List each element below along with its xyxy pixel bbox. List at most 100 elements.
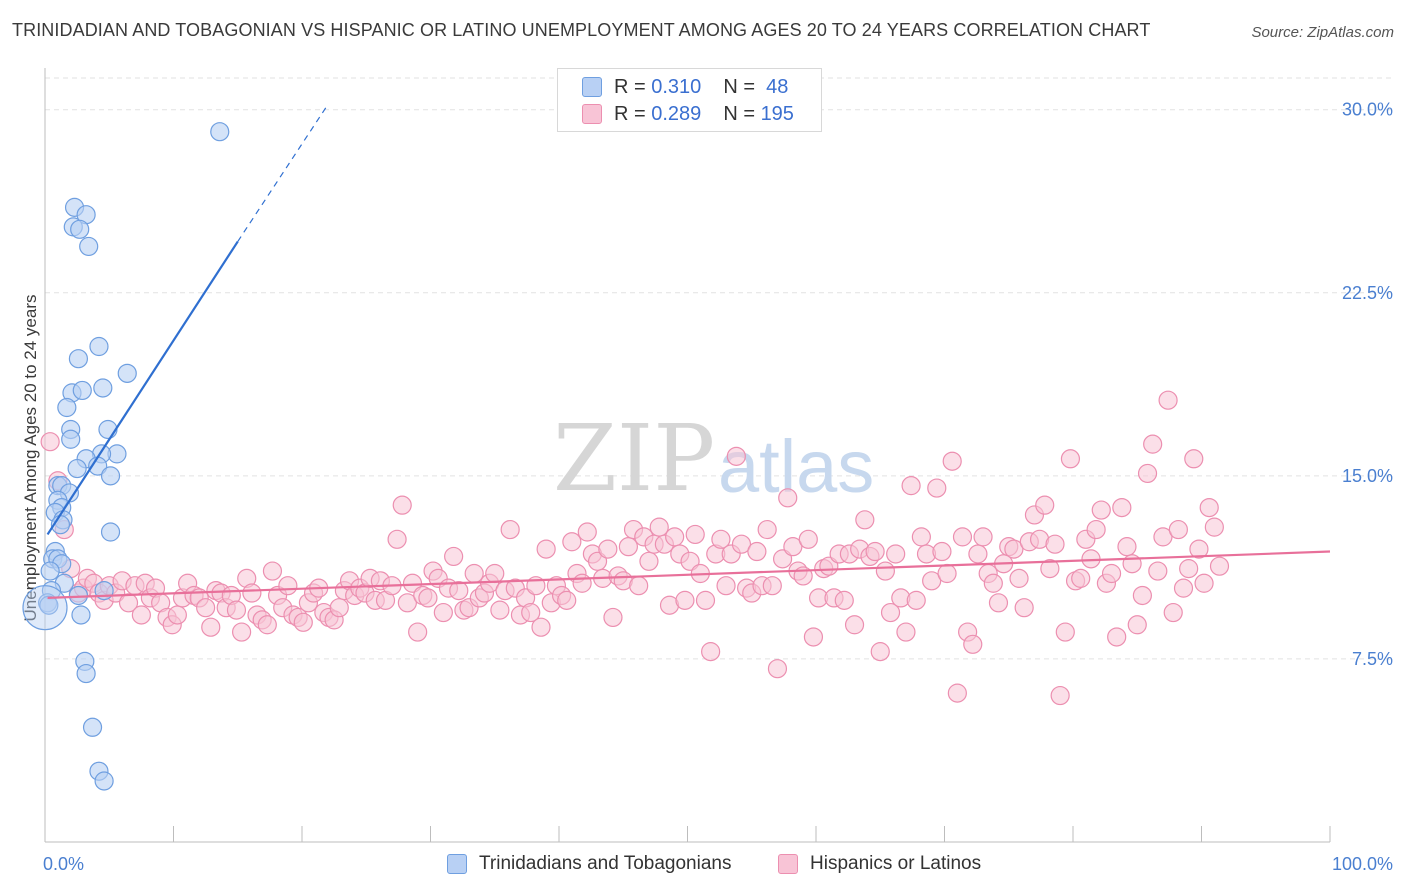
data-point-hispanics [433,602,453,623]
trend-line-trinidadians [46,240,239,536]
data-point-hispanics [521,602,541,623]
trend-line-hispanics [47,550,1331,600]
data-point-hispanics [196,598,216,618]
data-point-hispanics [387,529,407,549]
data-point-hispanics [1060,449,1081,469]
legend-row-hispanics: R = 0.289 N = 195 [582,102,794,126]
data-point-hispanics [201,617,221,637]
data-point-trinidadians [93,378,113,398]
data-point-trinidadians [22,585,68,631]
legend-r-value: 0.289 [651,102,702,125]
data-point-hispanics [1199,497,1219,518]
data-point-hispanics [1127,615,1147,635]
data-point-hispanics [783,537,803,557]
data-point-hispanics [968,544,988,564]
data-point-hispanics [262,561,283,581]
data-point-hispanics [232,622,252,642]
series-hispanics [40,390,1230,706]
data-point-hispanics [731,534,752,554]
data-point-trinidadians [117,363,137,383]
data-point-hispanics [1117,537,1137,557]
data-point-hispanics [695,590,716,610]
data-point-hispanics [485,563,505,584]
watermark-zip: ZIP [553,405,715,512]
data-point-hispanics [167,605,187,625]
data-point-hispanics [983,573,1003,593]
tick-labels: 7.5% 15.0% 22.5% 30.0% 0.0% 100.0% [43,100,1393,874]
x-tick-label: 100.0% [1332,854,1393,874]
data-point-hispanics [1158,390,1178,410]
data-point-trinidadians [72,380,92,401]
data-point-hispanics [870,642,890,662]
data-point-hispanics [1209,556,1230,576]
data-point-hispanics [392,495,412,515]
data-point-hispanics [1004,539,1024,559]
data-point-hispanics [947,683,967,703]
data-point-hispanics [639,551,659,571]
data-point-hispanics [402,573,423,593]
data-point-trinidadians [100,522,121,542]
trend-lines [46,104,1331,600]
data-point-hispanics [562,532,582,552]
data-point-hispanics [1189,539,1209,559]
data-point-hispanics [798,529,818,549]
trend-line-trinidadians-extension [237,104,329,242]
data-point-hispanics [932,541,952,562]
stats-legend: R = 0.310 N = 48 R = 0.289 N = 195 [557,68,822,132]
data-point-hispanics [536,539,556,559]
data-point-hispanics [685,524,705,545]
data-point-hispanics [408,622,428,642]
y-tick-label: 30.0% [1342,100,1393,120]
data-point-hispanics [844,615,865,635]
data-point-hispanics [803,627,824,647]
data-point-hispanics [937,563,957,584]
data-point-hispanics [603,607,623,628]
data-point-hispanics [1163,602,1183,623]
data-point-hispanics [865,541,885,562]
data-point-hispanics [901,476,921,496]
data-point-hispanics [963,634,983,654]
data-point-hispanics [1055,622,1075,642]
data-point-hispanics [1086,519,1106,540]
legend-item-hispanics: Hispanics or Latinos [778,852,981,876]
legend-label-hispanics: Hispanics or Latinos [810,853,982,874]
axes [44,68,1331,843]
data-point-hispanics [886,544,906,564]
data-point-hispanics [675,590,695,610]
chart-title: TRINIDADIAN AND TOBAGONIAN VS HISPANIC O… [12,20,1151,40]
data-point-hispanics [988,593,1009,613]
y-axis-label: Unemployment Among Ages 20 to 24 years [21,295,40,622]
data-point-hispanics [1132,585,1152,606]
legend-row-trinidadians: R = 0.310 N = 48 [582,75,788,99]
data-point-hispanics [875,561,895,581]
data-point-hispanics [747,541,767,562]
data-point-hispanics [557,590,577,610]
data-point-trinidadians [57,397,77,418]
data-point-hispanics [1101,563,1122,584]
data-point-trinidadians [40,561,60,581]
data-point-hispanics [1040,559,1060,579]
data-point-hispanics [1112,497,1132,518]
data-point-trinidadians [68,349,89,369]
data-point-trinidadians [70,219,90,239]
data-point-hispanics [757,519,777,540]
legend-r-label: R = [614,102,646,125]
data-point-hispanics [444,546,464,567]
data-point-hispanics [1014,598,1034,618]
data-point-hispanics [726,446,746,466]
series-trinidadians [22,122,230,791]
data-point-hispanics [952,527,973,547]
data-point-hispanics [911,527,931,547]
data-point-hispanics [922,571,942,591]
y-tick-label: 22.5% [1342,283,1393,303]
data-point-hispanics [464,563,484,584]
data-point-hispanics [293,612,313,632]
data-point-hispanics [716,576,736,596]
data-point-hispanics [665,527,685,547]
data-point-trinidadians [71,605,91,625]
data-point-hispanics [1107,627,1127,647]
legend-n-value: 195 [760,102,794,125]
data-point-hispanics [896,622,916,642]
legend-swatch-blue [447,854,467,874]
data-point-hispanics [118,593,139,613]
